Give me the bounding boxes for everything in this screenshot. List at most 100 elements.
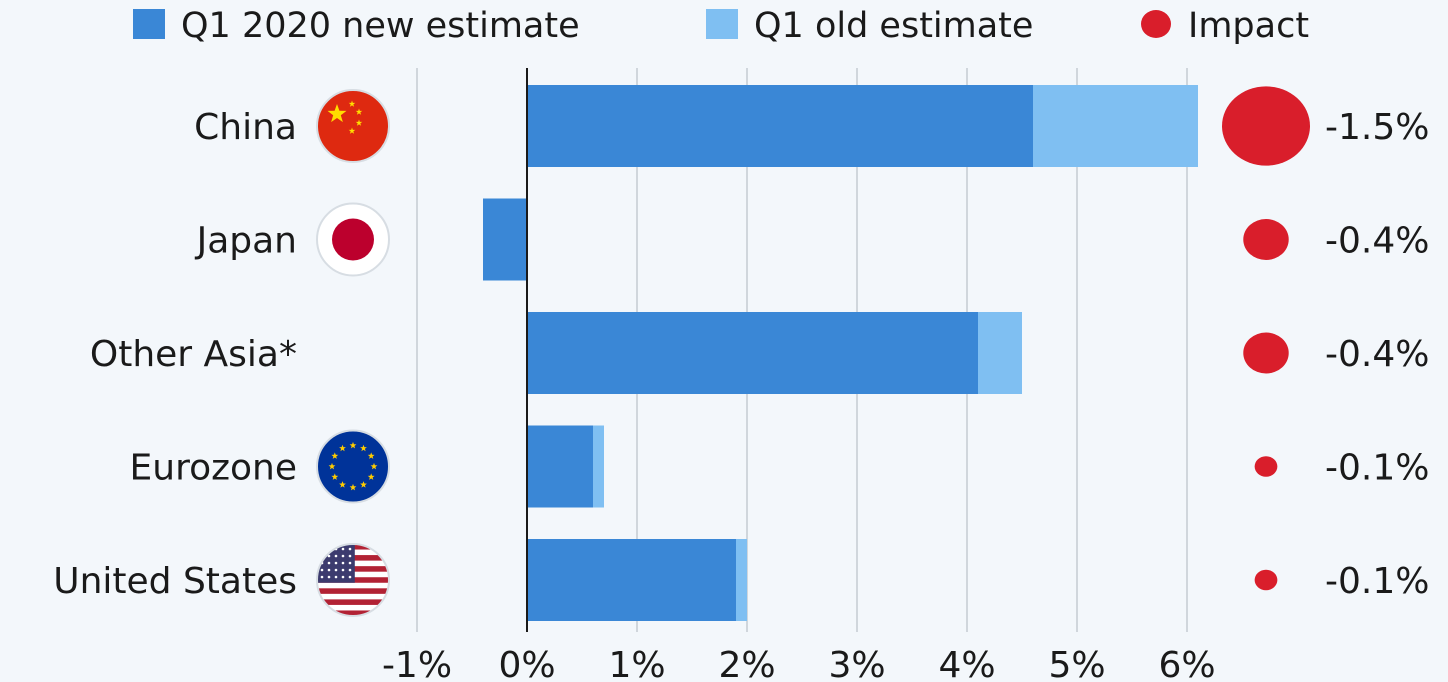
flag-border xyxy=(316,89,390,163)
flag-canton-star xyxy=(334,568,338,572)
flag-canton-star xyxy=(341,568,345,572)
category-label-other-asia: Other Asia* xyxy=(90,334,297,375)
flag-canton-star xyxy=(334,561,338,565)
impact-label-japan: -0.4% xyxy=(1325,221,1429,262)
x-tick-label: 5% xyxy=(1048,645,1105,682)
flag-canton-star xyxy=(327,554,331,558)
flag-small-star xyxy=(355,119,363,126)
flag-small-star xyxy=(348,127,356,134)
category-label-eurozone: Eurozone xyxy=(130,448,297,489)
flag-canton-star xyxy=(348,575,352,579)
flag-body xyxy=(317,544,389,616)
flag-star xyxy=(367,473,375,480)
flag-canton-star xyxy=(348,547,352,551)
flag-stripe xyxy=(317,593,389,600)
flag-star xyxy=(360,444,367,452)
legend-label-impact: Impact xyxy=(1188,6,1309,46)
impact-bubble-other-asia xyxy=(1243,332,1289,374)
legend-swatch-q1-2020-new-estimate xyxy=(133,9,165,39)
impact-bubble-eurozone xyxy=(1254,456,1278,477)
x-tick-label: 2% xyxy=(718,645,775,682)
flag-star xyxy=(360,481,367,488)
impact-label-china: -1.5% xyxy=(1325,107,1429,148)
impact-bubble-united-states xyxy=(1254,569,1278,591)
flag-small-star xyxy=(355,108,363,115)
flag-body xyxy=(317,430,389,503)
flag-border xyxy=(316,543,390,617)
japan-flag-icon xyxy=(316,202,390,277)
flag-stripe xyxy=(317,604,389,611)
flag-star xyxy=(328,462,336,470)
impact-label-united-states: -0.1% xyxy=(1325,561,1429,602)
legend-label-q1-2020-new-estimate: Q1 2020 new estimate xyxy=(181,6,580,46)
x-tick-label: 6% xyxy=(1158,645,1215,682)
x-tick-labels: -1% 0% 1% 2% 3% 4% 5% 6% xyxy=(382,645,1216,682)
impact-label-other-asia: -0.4% xyxy=(1325,334,1429,375)
flag-stripe xyxy=(317,588,389,595)
category-label-china: China xyxy=(194,107,297,148)
x-tick-label: 1% xyxy=(608,645,665,682)
flag-star xyxy=(370,462,378,470)
x-tick-label: 4% xyxy=(938,645,995,682)
flag-star xyxy=(339,481,346,488)
flag-canton-star xyxy=(320,568,324,572)
flag-canton-star xyxy=(334,554,338,558)
china-flag-icon xyxy=(316,89,390,163)
flag-canton-star xyxy=(341,554,345,558)
bar-new-estimate-eurozone xyxy=(527,425,593,508)
flag-star xyxy=(349,483,357,491)
flag-star xyxy=(339,444,346,452)
flags-group xyxy=(316,89,390,617)
x-tick-label: 0% xyxy=(498,645,555,682)
flag-stripe xyxy=(317,610,389,616)
flag-canton-star xyxy=(327,568,331,572)
flag-canton-star xyxy=(320,575,324,579)
x-tick-label: -1% xyxy=(382,645,452,682)
flag-stripe xyxy=(317,582,389,589)
legend-swatch-impact xyxy=(1141,10,1171,38)
flag-body xyxy=(317,90,389,162)
flag-big-star xyxy=(327,104,347,123)
impact-label-eurozone: -0.1% xyxy=(1325,448,1429,489)
flag-canton-star xyxy=(348,561,352,565)
flag-canton-star xyxy=(341,575,345,579)
category-labels: China Japan Other Asia* Eurozone United Stat… xyxy=(53,107,297,602)
flag-star xyxy=(367,452,375,459)
flag-sun xyxy=(332,218,374,261)
chart-legend: Q1 2020 new estimate Q1 old estimate Impac… xyxy=(133,6,1309,46)
flag-canton-star xyxy=(327,561,331,565)
flag-small-star xyxy=(348,100,356,107)
impact-bubble-china xyxy=(1222,86,1310,166)
flag-canton-star xyxy=(327,575,331,579)
flag-canton-star xyxy=(320,554,324,558)
flag-canton-star xyxy=(348,554,352,558)
flag-star xyxy=(331,452,339,459)
us-flag-icon xyxy=(316,543,390,617)
flag-canton-star xyxy=(341,547,345,551)
bar-new-estimate-japan xyxy=(483,198,527,281)
impact-group: -1.5% -0.4% -0.4% -0.1% -0.1% xyxy=(1222,86,1429,602)
flag-canton-star xyxy=(341,561,345,565)
category-label-japan: Japan xyxy=(195,221,297,262)
x-tick-label: 3% xyxy=(828,645,885,682)
flag-body xyxy=(317,203,389,276)
legend-label-q1-old-estimate: Q1 old estimate xyxy=(754,6,1033,46)
bar-new-estimate-other-asia xyxy=(527,312,978,394)
flag-canton-star xyxy=(334,575,338,579)
flag-canton-star xyxy=(320,547,324,551)
flag-star xyxy=(331,473,339,480)
flag-star xyxy=(349,441,357,449)
bars-group xyxy=(483,85,1198,621)
flag-border xyxy=(316,429,390,504)
legend-swatch-q1-old-estimate xyxy=(706,9,738,39)
bar-new-estimate-united-states xyxy=(527,539,736,621)
flag-stripe xyxy=(317,599,389,606)
flag-canton-star xyxy=(348,568,352,572)
bar-new-estimate-china xyxy=(527,85,1033,167)
flag-border xyxy=(316,202,390,277)
flag-canton-star xyxy=(327,547,331,551)
eu-flag-icon xyxy=(316,429,390,504)
flag-field xyxy=(317,90,389,162)
